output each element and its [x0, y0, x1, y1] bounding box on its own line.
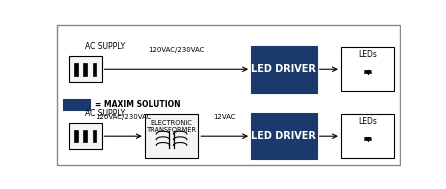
Bar [251, 46, 317, 93]
Bar [74, 130, 78, 143]
Text: ELECTRONIC: ELECTRONIC [151, 120, 193, 126]
Text: AC SUPPLY: AC SUPPLY [85, 109, 125, 118]
Bar [74, 63, 78, 76]
Text: 120VAC/230VAC: 120VAC/230VAC [95, 114, 151, 120]
Bar [69, 123, 102, 149]
Text: LEDs: LEDs [358, 117, 377, 126]
Text: LED DRIVER: LED DRIVER [252, 131, 316, 141]
Bar [341, 114, 395, 158]
Bar [83, 130, 87, 143]
Polygon shape [365, 71, 371, 73]
Bar [251, 113, 317, 160]
Text: LEDs: LEDs [358, 50, 377, 59]
Bar [145, 114, 198, 158]
Text: LED DRIVER: LED DRIVER [252, 64, 316, 74]
Bar [93, 63, 96, 76]
Text: 12VAC: 12VAC [214, 114, 236, 120]
Bar [93, 130, 96, 143]
Bar [83, 63, 87, 76]
Text: AC SUPPLY: AC SUPPLY [85, 42, 125, 51]
Polygon shape [365, 138, 371, 140]
Text: TRANSFORMER: TRANSFORMER [147, 127, 197, 133]
Text: 120VAC/230VAC: 120VAC/230VAC [148, 47, 204, 53]
Bar [62, 99, 90, 110]
Bar [69, 56, 102, 82]
Text: = MAXIM SOLUTION: = MAXIM SOLUTION [95, 100, 181, 109]
Bar [341, 47, 395, 91]
